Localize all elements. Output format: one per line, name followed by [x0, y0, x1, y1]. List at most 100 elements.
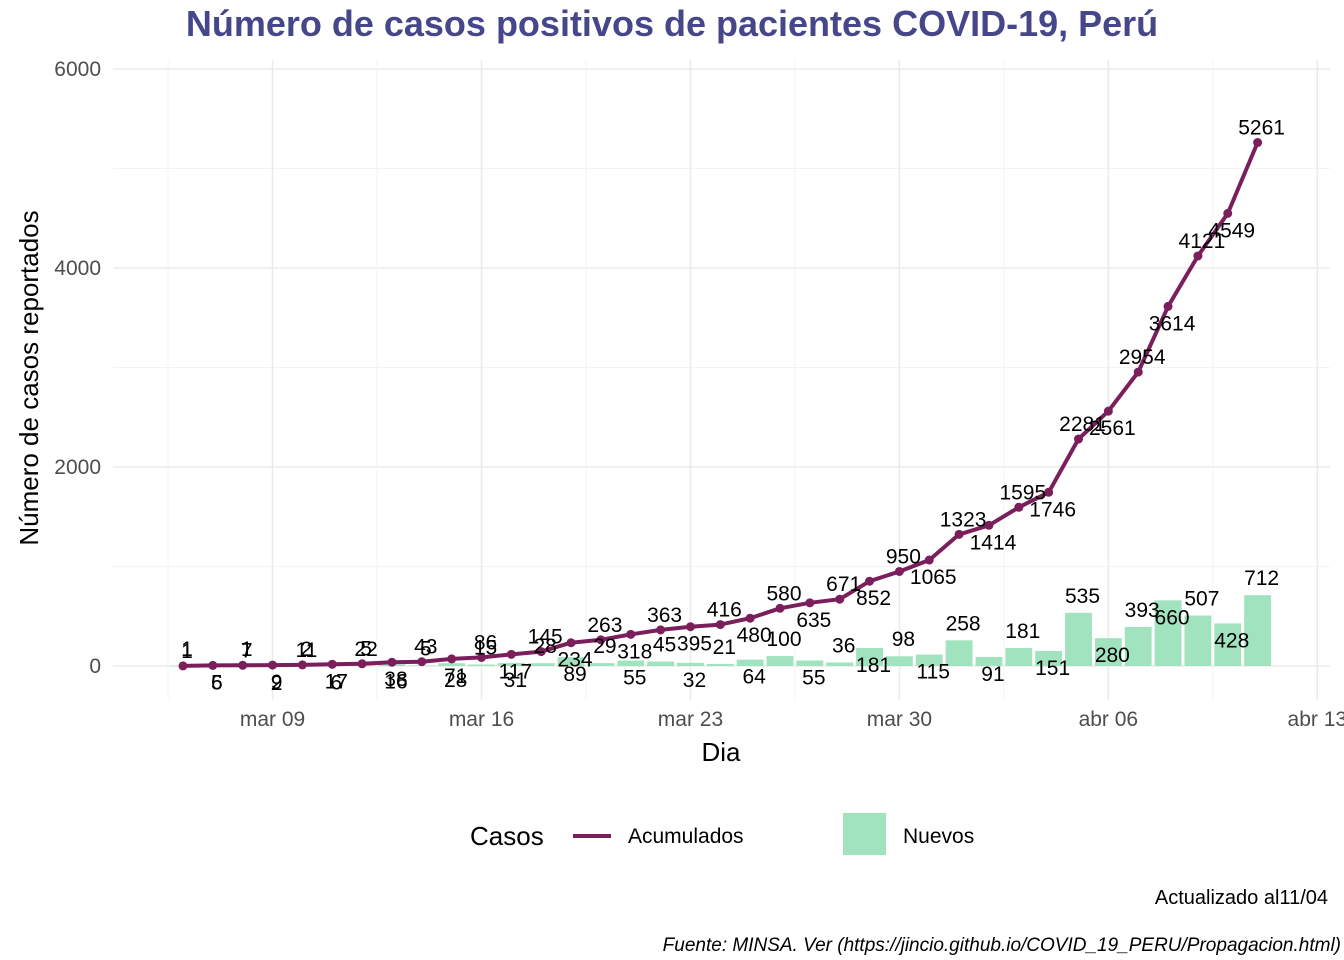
bar-nuevos — [1184, 615, 1212, 666]
bar-nuevos — [736, 659, 764, 666]
data-label-nuevos: 428 — [1214, 629, 1249, 652]
bar-nuevos — [617, 660, 645, 666]
point-acumulados — [596, 635, 606, 645]
data-label-nuevos: 181 — [856, 654, 891, 677]
y-tick-label: 2000 — [54, 456, 101, 479]
y-tick-label: 0 — [89, 655, 101, 678]
data-label-nuevos: 660 — [1155, 606, 1190, 629]
bar-nuevos — [587, 663, 615, 666]
data-label-nuevos: 21 — [713, 636, 736, 659]
bar-labels: 1512265165281531288929554532216410055361… — [181, 567, 1279, 695]
bar-nuevos — [796, 660, 824, 666]
data-label-acumulados: 17 — [325, 670, 348, 693]
x-tick-label: abr 13 — [1288, 708, 1344, 731]
data-label-acumulados: 7 — [241, 639, 253, 662]
data-label-acumulados: 117 — [499, 660, 532, 683]
point-acumulados — [984, 520, 994, 530]
data-label-acumulados: 22 — [354, 638, 377, 661]
data-label-acumulados: 2281 — [1059, 413, 1106, 436]
data-label-acumulados: 4549 — [1208, 219, 1255, 242]
legend-label-nuevos: Nuevos — [903, 825, 974, 848]
point-acumulados — [685, 622, 695, 632]
data-label-nuevos: 28 — [534, 635, 557, 658]
data-label-nuevos: 115 — [917, 661, 950, 684]
point-acumulados — [715, 620, 725, 630]
x-tick-label: abr 06 — [1079, 708, 1139, 731]
line-labels: 1679111722384371861171452342633183633954… — [181, 117, 1285, 695]
data-label-acumulados: 1065 — [910, 566, 957, 589]
data-label-acumulados: 1323 — [940, 508, 987, 531]
x-tick-label: mar 30 — [867, 708, 932, 731]
point-acumulados — [1103, 406, 1113, 416]
data-label-acumulados: 635 — [796, 609, 831, 632]
data-label-acumulados: 671 — [826, 573, 861, 596]
point-acumulados — [357, 659, 367, 669]
bar-nuevos — [497, 662, 525, 666]
data-label-acumulados: 580 — [766, 582, 801, 605]
data-label-nuevos: 15 — [474, 637, 497, 660]
data-label-acumulados: 43 — [414, 636, 437, 659]
data-label-acumulados: 1 — [181, 640, 193, 663]
bar-nuevos — [1154, 600, 1182, 666]
data-label-acumulados: 2561 — [1089, 417, 1136, 440]
data-label-acumulados: 480 — [737, 624, 772, 647]
data-label-nuevos: 16 — [384, 670, 407, 693]
source-caption: Fuente: MINSA. Ver (https://jincio.githu… — [663, 935, 1341, 956]
y-axis-ticks: 0 2000 4000 6000 — [54, 58, 101, 678]
point-acumulados — [238, 660, 248, 670]
data-label-nuevos: 2 — [271, 672, 283, 695]
point-acumulados — [1163, 301, 1173, 311]
data-label-acumulados: 4121 — [1179, 230, 1226, 253]
data-label-acumulados: 852 — [856, 587, 891, 610]
bar-nuevos — [677, 662, 704, 666]
bar-nuevos — [1244, 595, 1272, 666]
legend-label-acumulados: Acumulados — [628, 825, 744, 848]
line-acumulados — [178, 138, 1263, 671]
point-acumulados — [924, 555, 934, 565]
data-label-nuevos: 507 — [1184, 588, 1219, 611]
data-label-nuevos: 1 — [241, 638, 253, 661]
data-label-nuevos: 393 — [1125, 599, 1160, 622]
bar-nuevos — [438, 663, 466, 666]
bar-nuevos — [856, 647, 883, 666]
point-acumulados — [1074, 434, 1083, 444]
point-acumulados — [1253, 138, 1263, 148]
point-acumulados — [775, 603, 785, 613]
data-label-nuevos: 181 — [1005, 620, 1040, 643]
data-label-acumulados: 1595 — [999, 481, 1046, 504]
data-label-acumulados: 234 — [558, 649, 593, 672]
point-acumulados — [268, 660, 278, 670]
x-axis-ticks: mar 09 mar 16 mar 23 mar 30 abr 06 abr 13 — [240, 708, 1344, 731]
bar-nuevos — [1094, 638, 1122, 666]
point-acumulados — [327, 659, 337, 669]
data-label-nuevos: 258 — [946, 612, 981, 635]
updated-caption: Actualizado al11/04 — [1155, 887, 1328, 909]
x-tick-label: mar 09 — [240, 708, 305, 731]
data-label-nuevos: 28 — [444, 669, 467, 692]
data-label-acumulados: 86 — [474, 631, 497, 654]
bar-nuevos — [1035, 650, 1063, 666]
bar-nuevos — [706, 663, 734, 666]
legend: Casos Acumulados Nuevos — [470, 813, 974, 855]
data-label-nuevos: 6 — [330, 671, 342, 694]
data-label-nuevos: 1 — [181, 638, 193, 661]
data-label-nuevos: 280 — [1095, 644, 1130, 667]
data-label-nuevos: 55 — [802, 667, 825, 690]
bar-nuevos — [1124, 626, 1152, 666]
data-label-acumulados: 950 — [886, 545, 921, 568]
point-acumulados — [1014, 502, 1024, 512]
data-label-acumulados: 6 — [211, 671, 223, 694]
data-label-nuevos: 89 — [563, 663, 586, 686]
data-label-acumulados: 3614 — [1149, 312, 1196, 335]
point-acumulados — [536, 647, 546, 657]
bar-nuevos — [975, 656, 1003, 666]
data-label-acumulados: 38 — [384, 668, 407, 691]
bar-nuevos — [826, 662, 854, 666]
chart-title: Número de casos positivos de pacientes C… — [186, 3, 1158, 44]
bar-nuevos — [468, 664, 495, 666]
y-tick-label: 6000 — [54, 58, 101, 81]
data-label-nuevos: 45 — [653, 634, 676, 657]
point-acumulados — [745, 613, 755, 623]
legend-key-nuevos — [843, 813, 886, 855]
